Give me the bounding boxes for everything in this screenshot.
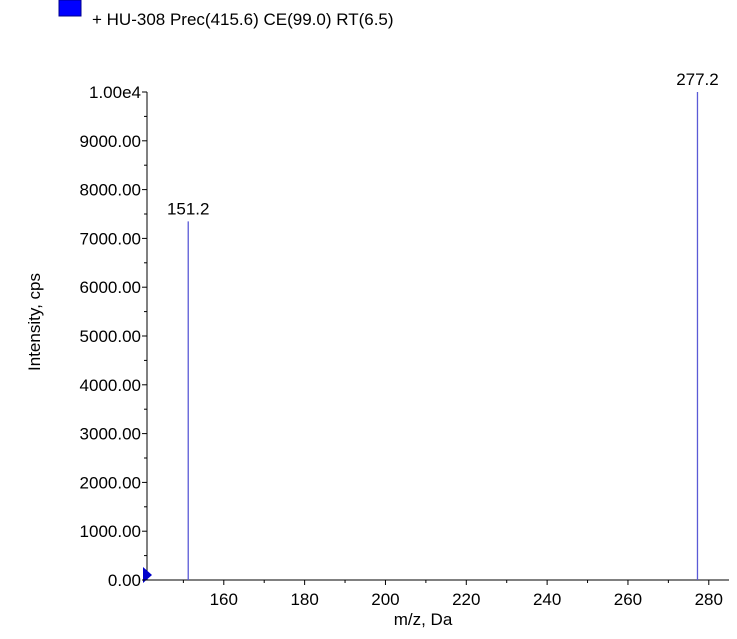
- legend-swatch: [58, 0, 82, 17]
- x-tick-label: 180: [290, 590, 318, 609]
- x-ticks: 160 180 200 220 240 260 280: [182, 580, 723, 609]
- y-tick-label: 5000.00: [80, 327, 141, 346]
- legend-label: + HU-308 Prec(415.6) CE(99.0) RT(6.5): [92, 10, 394, 29]
- peak-label: 277.2: [676, 70, 719, 89]
- y-tick-label: 2000.00: [80, 473, 141, 492]
- y-tick-label: 9000.00: [80, 132, 141, 151]
- x-tick-label: 160: [210, 590, 238, 609]
- axis-origin-marker: [143, 567, 152, 583]
- x-tick-label: 280: [695, 590, 723, 609]
- y-tick-label: 6000.00: [80, 278, 141, 297]
- peaks: 151.2 277.2: [167, 70, 719, 580]
- x-axis-label: m/z, Da: [394, 610, 453, 629]
- y-tick-label: 4000.00: [80, 376, 141, 395]
- x-tick-label: 220: [452, 590, 480, 609]
- y-tick-label: 1000.00: [80, 522, 141, 541]
- y-tick-label: 8000.00: [80, 181, 141, 200]
- y-axis-label: Intensity, cps: [25, 273, 44, 371]
- y-tick-label: 3000.00: [80, 425, 141, 444]
- peak-label: 151.2: [167, 199, 210, 218]
- x-tick-label: 200: [371, 590, 399, 609]
- x-tick-label: 260: [614, 590, 642, 609]
- x-tick-label: 240: [533, 590, 561, 609]
- axes: [143, 92, 729, 583]
- y-tick-label: 7000.00: [80, 229, 141, 248]
- y-tick-label: 0.00: [108, 571, 141, 590]
- legend: + HU-308 Prec(415.6) CE(99.0) RT(6.5): [58, 0, 394, 29]
- y-ticks: 0.00 1000.00 2000.00 3000.00 4000.00 5000.00 6…: [80, 83, 147, 590]
- y-tick-label: 1.00e4: [89, 83, 141, 102]
